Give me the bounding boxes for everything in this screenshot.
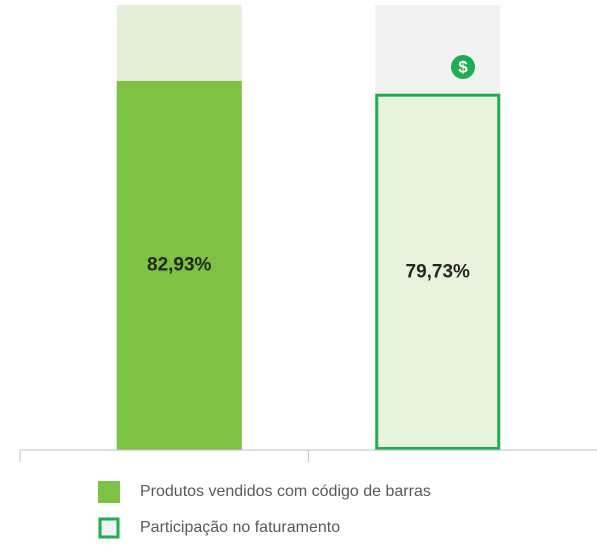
- dollar-icon: $: [451, 55, 475, 79]
- legend-swatch: [98, 517, 120, 539]
- value-label: 82,93%: [147, 254, 212, 275]
- bar: [116, 80, 242, 451]
- svg-text:$: $: [458, 57, 468, 76]
- value-label: 79,73%: [406, 262, 471, 283]
- legend-label: Produtos vendidos com código de barras: [140, 483, 431, 500]
- plot: 82,93% 79,73% Produtos vendidos com código…: [19, 5, 597, 539]
- bar: [375, 93, 501, 450]
- legend-swatch: [98, 481, 120, 503]
- legend-label: Participação no faturamento: [140, 519, 340, 536]
